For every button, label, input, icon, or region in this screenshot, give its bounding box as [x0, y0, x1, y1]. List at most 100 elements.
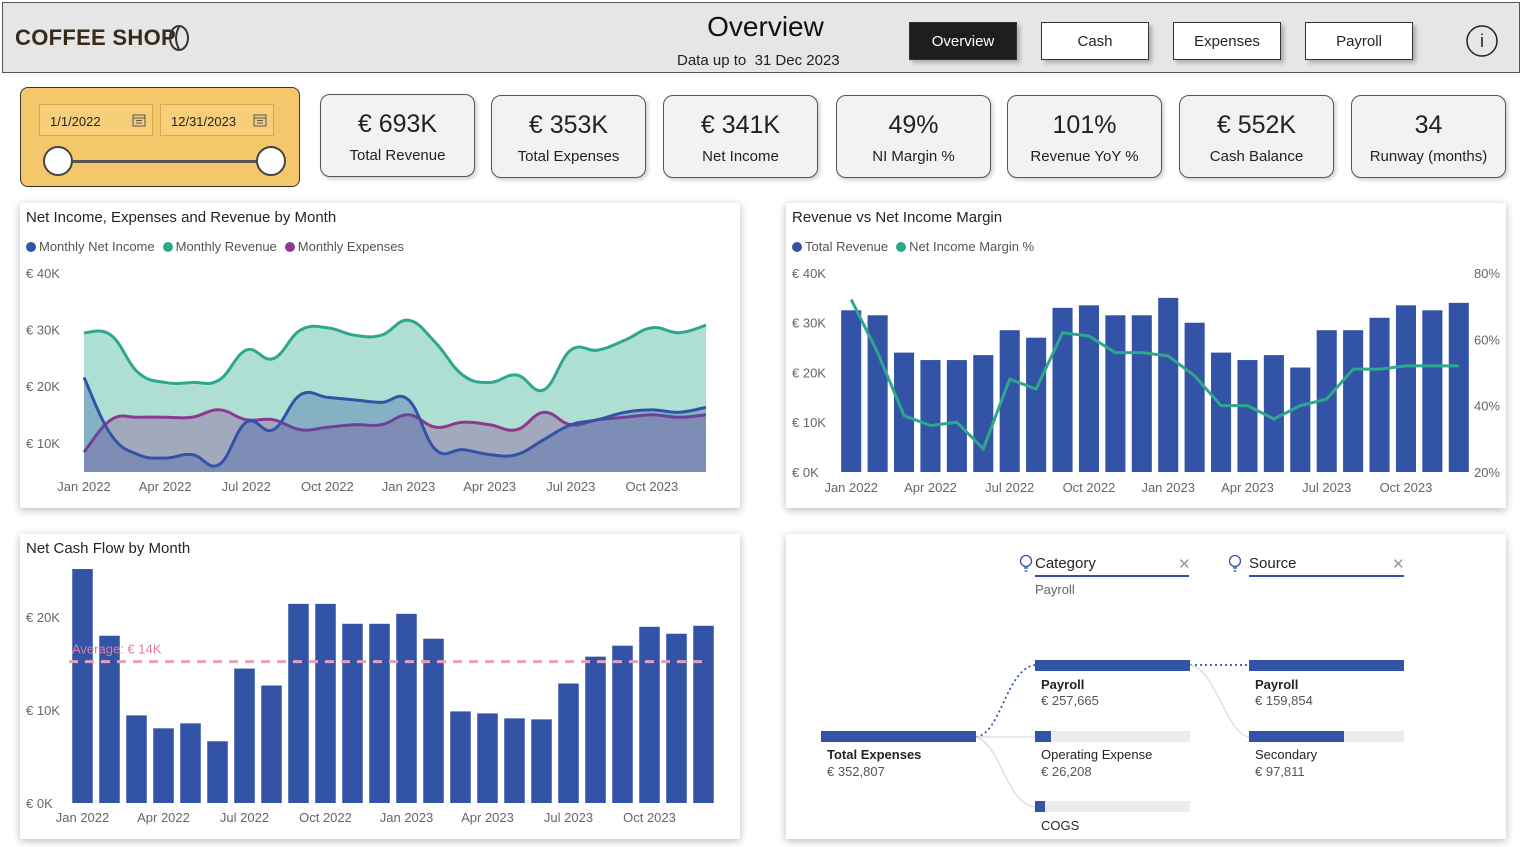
x-tick-label: Jul 2022	[985, 480, 1034, 495]
y-tick-label: € 20K	[26, 610, 60, 625]
node-bar	[1249, 731, 1344, 742]
kpi-cash-balance: € 552K Cash Balance	[1179, 95, 1334, 178]
y-tick-label: € 10K	[792, 415, 826, 430]
x-tick-label: Apr 2022	[137, 810, 190, 825]
kpi-value: € 693K	[357, 110, 438, 138]
node-name: Operating Expense	[1041, 747, 1153, 762]
revenue-bar	[1290, 367, 1311, 472]
y-tick-label: € 20K	[26, 379, 60, 394]
y-tick-label: € 40K	[792, 266, 826, 281]
y-tick-label: € 30K	[26, 323, 60, 338]
revenue-bar	[1131, 315, 1152, 472]
revenue-vs-margin-chart: Revenue vs Net Income Margin Total Reven…	[786, 203, 1506, 508]
x-tick-label: Jul 2023	[1302, 480, 1351, 495]
x-tick-label: Apr 2023	[461, 810, 514, 825]
cash-flow-bar	[531, 719, 552, 803]
node-name: Secondary	[1255, 747, 1318, 762]
cash-flow-bar	[99, 635, 120, 803]
data-up-to-date: 31 Dec 2023	[754, 52, 840, 69]
start-date-input[interactable]: 1/1/2022	[39, 104, 153, 136]
revenue-bar	[1026, 337, 1047, 472]
revenue-bar	[1316, 330, 1337, 472]
kpi-label: Revenue YoY %	[1030, 148, 1139, 165]
node-bar	[1035, 801, 1045, 812]
revenue-bar	[1184, 322, 1205, 472]
cash-flow-bar	[504, 718, 525, 803]
nav-payroll-button[interactable]: Payroll	[1305, 22, 1413, 60]
revenue-bar	[1395, 305, 1416, 472]
x-tick-label: Oct 2022	[301, 479, 354, 494]
date-slider-end-handle[interactable]	[256, 146, 286, 176]
cash-flow-bar	[261, 685, 282, 803]
data-up-to-label: Data up to	[677, 52, 747, 69]
chart-legend: Total Revenue Net Income Margin %	[792, 239, 1034, 254]
kpi-label: Total Revenue	[349, 147, 446, 164]
legend-item[interactable]: Monthly Net Income	[26, 239, 155, 254]
kpi-label: Net Income	[702, 148, 779, 165]
net-income-expenses-revenue-chart: Net Income, Expenses and Revenue by Mont…	[20, 203, 740, 508]
x-tick-label: Apr 2023	[463, 479, 516, 494]
kpi-label: Cash Balance	[1209, 148, 1304, 165]
node-value: € 257,665	[1041, 693, 1099, 708]
net-cash-flow-chart: Net Cash Flow by Month € 20K € 10K € 0K Ave…	[20, 534, 740, 839]
kpi-value: 101%	[1052, 111, 1117, 139]
x-tick-label: Apr 2022	[904, 480, 957, 495]
kpi-net-income: € 341K Net Income	[663, 95, 818, 178]
nav-expenses-button[interactable]: Expenses	[1173, 22, 1281, 60]
cash-flow-bar	[693, 625, 714, 803]
y-tick-label: € 40K	[26, 266, 60, 281]
revenue-bar	[1263, 355, 1284, 472]
legend-item[interactable]: Monthly Revenue	[162, 239, 277, 254]
revenue-bar	[1422, 310, 1443, 472]
x-tick-label: Jan 2023	[1141, 480, 1195, 495]
node-value: € 26,208	[1041, 764, 1092, 779]
cash-flow-bar	[477, 713, 498, 803]
area-chart-plot: € 40K € 30K € 20K € 10K Jan 2022 Apr 2022 Jul …	[26, 266, 707, 494]
y2-tick-label: 80%	[1474, 266, 1500, 281]
cash-flow-bar	[288, 603, 309, 803]
y-tick-label: € 10K	[26, 703, 60, 718]
x-tick-label: Jan 2023	[382, 479, 436, 494]
kpi-total-expenses: € 353K Total Expenses	[491, 95, 646, 178]
revenue-bar	[999, 330, 1020, 472]
level-header-source[interactable]: Source	[1249, 555, 1297, 572]
y-tick-label: € 10K	[26, 436, 60, 451]
y2-tick-label: 60%	[1474, 332, 1500, 347]
cash-flow-bar	[180, 723, 201, 803]
revenue-bar	[1211, 352, 1232, 472]
level-header-category[interactable]: Category	[1035, 555, 1096, 572]
node-value: € 97,811	[1255, 764, 1305, 779]
revenue-bar	[1343, 330, 1364, 472]
revenue-bar	[867, 315, 888, 472]
revenue-bar	[946, 360, 967, 472]
legend-dot-icon	[26, 241, 36, 252]
legend-dot-icon	[162, 241, 173, 252]
bar-line-chart-plot: € 40K € 30K € 20K € 10K € 0K 80% 60% 40% 20% Jan …	[792, 266, 1500, 495]
date-slider-start-handle[interactable]	[43, 146, 73, 176]
cash-flow-bar	[585, 656, 606, 803]
revenue-bar	[1105, 315, 1126, 472]
x-tick-label: Oct 2023	[1380, 480, 1433, 495]
revenue-bar	[1369, 317, 1390, 472]
remove-level-close-icon[interactable]: ✕	[1178, 556, 1191, 573]
revenue-bar	[1052, 307, 1073, 472]
end-date-input[interactable]: 12/31/2023	[160, 104, 274, 136]
margin-line	[849, 298, 1459, 452]
date-slider-track[interactable]	[59, 160, 271, 163]
lightbulb-icon	[1228, 554, 1242, 572]
legend-item[interactable]: Total Revenue	[792, 239, 888, 254]
x-tick-label: Jul 2022	[220, 810, 269, 825]
kpi-total-revenue: € 693K Total Revenue	[320, 94, 475, 177]
average-label: Average: € 14K	[72, 642, 162, 657]
nav-overview-button[interactable]: Overview	[909, 22, 1017, 60]
legend-item[interactable]: Net Income Margin %	[896, 239, 1034, 254]
line-monthly-revenue	[83, 318, 707, 393]
y-tick-label: € 0K	[26, 796, 53, 811]
chart-legend: Monthly Net Income Monthly Revenue Month…	[26, 239, 404, 254]
remove-level-close-icon[interactable]: ✕	[1392, 556, 1405, 573]
legend-item[interactable]: Monthly Expenses	[284, 239, 404, 254]
chart-title: Net Income, Expenses and Revenue by Mont…	[26, 209, 337, 226]
info-icon[interactable]: i	[1466, 25, 1498, 57]
nav-cash-button[interactable]: Cash	[1041, 22, 1149, 60]
x-tick-label: Oct 2022	[1063, 480, 1116, 495]
